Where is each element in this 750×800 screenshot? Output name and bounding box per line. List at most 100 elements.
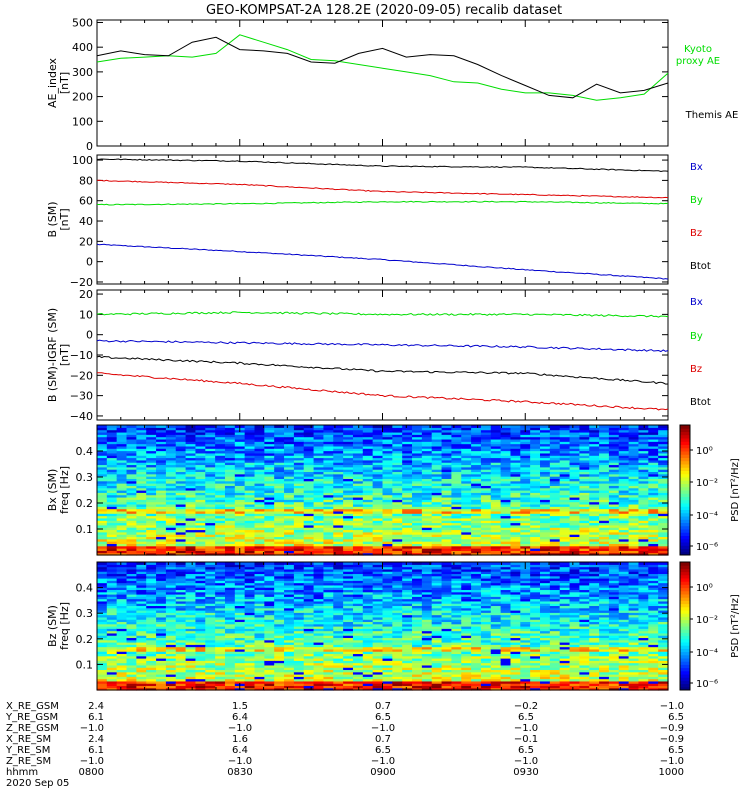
spectrogram-cell [510,473,521,477]
spectrogram-cell [500,485,512,489]
spectrogram-cell [323,425,334,428]
spectrogram-cell [648,538,659,542]
spectrogram-cell [224,598,236,602]
spectrogram-cell [156,678,167,682]
spectrogram-cell [569,425,580,428]
spectrogram-cell [352,490,364,493]
spectrogram-cell [116,587,128,591]
spectrogram-cell [579,515,590,519]
spectrogram-cell [323,517,334,521]
spectrogram-cell [293,545,305,549]
spectrogram-cell [618,552,630,556]
spectrogram-cell [106,550,118,554]
spectrogram-cell [234,584,246,588]
spectrogram-cell [579,480,590,484]
spectrogram-cell [136,434,147,438]
spectrogram-cell [352,541,364,544]
spectrogram-cell [146,639,157,643]
y-tick-label: −30 [70,390,93,403]
spectrogram-cell [274,616,285,620]
spectrogram-cell [274,578,285,581]
spectrogram-cell [195,429,206,433]
spectrogram-cell [284,635,295,639]
spectrogram-cell [382,490,393,493]
spectrogram-cell [156,568,167,572]
spectrogram-cell [431,492,443,496]
spectrogram-cell [156,536,167,540]
spectrogram-cell [254,469,265,473]
spectrogram-cell [156,529,167,533]
spectrogram-cell [97,473,108,477]
spectrogram-cell [628,429,640,433]
spectrogram-cell [175,648,187,652]
spectrogram-cell [441,457,453,461]
spectrogram-cell [244,464,256,468]
spectrogram-cell [559,506,571,510]
spectrogram-cell [323,478,334,482]
spectrogram-cell [136,616,147,620]
spectrogram-cell [224,480,236,484]
spectrogram-cell [224,543,236,547]
spectrogram-cell [540,441,551,445]
spectrogram-cell [224,612,236,616]
spectrogram-cell [175,529,187,533]
spectrogram-cell [313,455,325,459]
spectrogram-cell [303,683,315,687]
spectrogram-cell [392,429,403,433]
spectrogram-cell [628,536,640,540]
spectrogram-cell [126,427,137,431]
spectrogram-cell [136,464,147,468]
spectrogram-cell [116,485,128,489]
spectrogram-cell [540,541,551,544]
spectrogram-cell [608,443,620,447]
spectrogram-cell [313,527,325,531]
spectrogram-cell [234,648,246,652]
spectrogram-cell [372,517,384,521]
spectrogram-cell [658,450,669,454]
spectrogram-cell [540,534,551,538]
spectrogram-cell [461,438,472,442]
colorbar-swatch [680,438,690,442]
spectrogram-cell [510,501,521,505]
spectrogram-cell [264,626,275,629]
spectrogram-cell [589,469,600,473]
spectrogram-cell [540,473,551,477]
spectrogram-cell [234,667,246,671]
spectrogram-cell [185,671,197,675]
spectrogram-cell [234,459,246,463]
spectrogram-cell [136,578,147,581]
spectrogram-cell [648,431,659,435]
spectrogram-cell [559,434,571,438]
spectrogram-cell [520,522,531,526]
spectrogram-cell [136,529,147,533]
spectrogram-cell [205,503,216,507]
spectrogram-cell [480,476,492,479]
spectrogram-cell [205,485,216,489]
spectrogram-cell [146,603,157,607]
spectrogram-cell [146,494,157,498]
spectrogram-cell [540,445,551,449]
spectrogram-cell [313,664,325,668]
spectrogram-cell [510,450,521,454]
spectrogram-cell [540,438,551,442]
spectrogram-cell [244,598,256,602]
spectrogram-cell [175,678,187,682]
spectrogram-cell [323,548,334,551]
spectrogram-cell [244,480,256,484]
spectrogram-cell [224,494,236,498]
spectrogram-cell [293,485,305,489]
spectrogram-cell [313,508,325,512]
spectrogram-cell [244,501,256,505]
spectrogram-cell [549,478,561,482]
spectrogram-cell [608,550,620,554]
spectrogram-cell [146,425,157,428]
spectrogram-cell [116,494,128,498]
spectrogram-cell [658,459,669,463]
spectrogram-cell [136,436,147,440]
spectrogram-cell [215,683,226,687]
spectrogram-cell [461,538,472,542]
spectrogram-cell [136,536,147,540]
spectrogram-cell [116,490,128,493]
spectrogram-cell [156,485,167,489]
spectrogram-cell [165,669,177,673]
